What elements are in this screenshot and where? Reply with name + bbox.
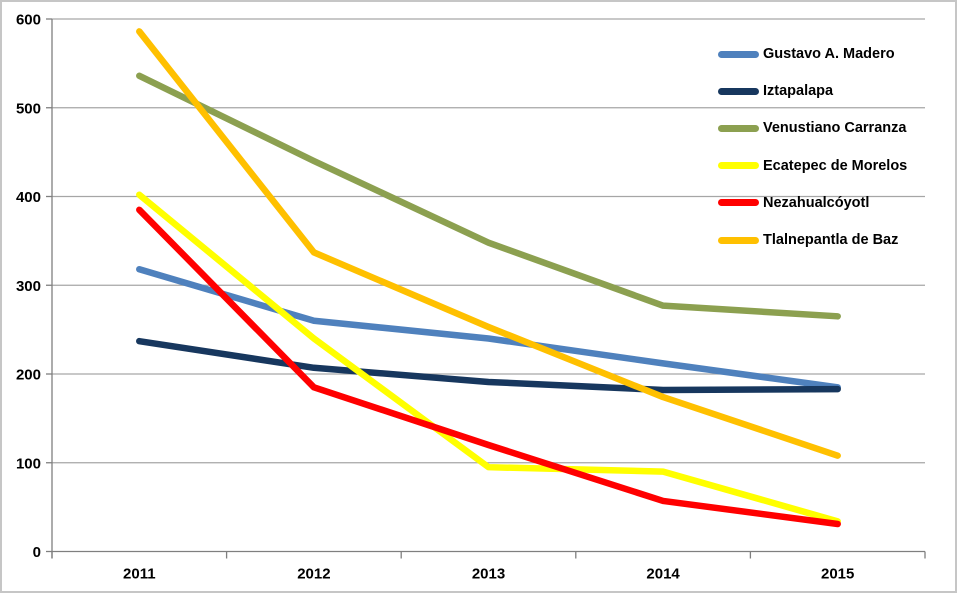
legend-item-venustiano-carranza[interactable]: Venustiano Carranza <box>718 118 906 138</box>
legend-item-iztapalapa[interactable]: Iztapalapa <box>718 81 833 101</box>
x-tick-label-2014: 2014 <box>646 566 680 583</box>
y-tick-label-0: 0 <box>33 544 41 561</box>
legend-label-ecatepec-de-morelos: Ecatepec de Morelos <box>763 157 908 174</box>
legend-label-nezahualcoyotl: Nezahualcóyotl <box>763 194 870 211</box>
series-line-ecatepec-de-morelos[interactable] <box>136 191 841 525</box>
legend-label-iztapalapa: Iztapalapa <box>763 83 834 100</box>
x-tick-label-2015: 2015 <box>821 566 854 583</box>
series-line-venustiano-carranza[interactable] <box>136 72 841 320</box>
legend-swatch-nezahualcoyotl <box>718 199 759 207</box>
series-line-nezahualcoyotl[interactable] <box>136 206 841 528</box>
legend-swatch-ecatepec-de-morelos <box>718 162 759 170</box>
y-tick-label-500: 500 <box>16 100 41 117</box>
legend-label-gustavo-a-madero: Gustavo A. Madero <box>763 46 895 62</box>
y-tick-label-300: 300 <box>16 278 41 295</box>
x-tick-label-2012: 2012 <box>297 566 330 583</box>
series-line-tlalnepantla-de-baz[interactable] <box>136 28 841 459</box>
legend-label-tlalnepantla-de-baz: Tlalnepantla de Baz <box>763 232 899 248</box>
y-tick-label-100: 100 <box>16 455 41 472</box>
legend-swatch-iztapalapa <box>718 87 759 95</box>
y-tick-label-400: 400 <box>16 189 41 206</box>
legend-item-ecatepec-de-morelos[interactable]: Ecatepec de Morelos <box>718 156 907 176</box>
x-tick-label-2011: 2011 <box>123 566 156 583</box>
legend-item-gustavo-a-madero[interactable]: Gustavo A. Madero <box>718 44 895 64</box>
legend-item-tlalnepantla-de-baz[interactable]: Tlalnepantla de Baz <box>718 230 898 250</box>
legend-item-nezahualcoyotl[interactable]: Nezahualcóyotl <box>718 193 869 213</box>
y-tick-label-600: 600 <box>16 12 41 29</box>
legend-label-venustiano-carranza: Venustiano Carranza <box>763 120 907 137</box>
y-tick-label-200: 200 <box>16 367 41 384</box>
x-tick-label-2013: 2013 <box>472 566 505 583</box>
series-line-iztapalapa[interactable] <box>136 337 841 394</box>
series-line-gustavo-a-madero[interactable] <box>136 266 841 391</box>
legend-swatch-tlalnepantla-de-baz <box>718 236 759 244</box>
legend-swatch-gustavo-a-madero <box>718 50 759 58</box>
legend-swatch-venustiano-carranza <box>718 124 759 132</box>
